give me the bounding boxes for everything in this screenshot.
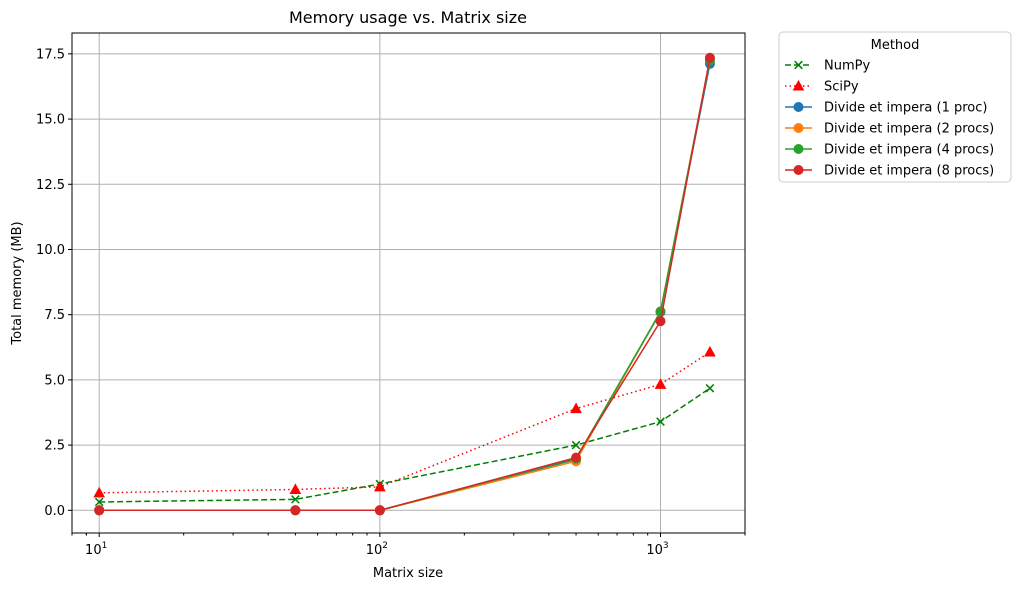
x-tick-label-exponent: 2 (382, 541, 388, 551)
y-tick-label: 5.0 (44, 373, 65, 388)
plot-frame (71, 32, 746, 534)
data-point (656, 417, 665, 426)
y-tick-label: 0.0 (44, 504, 65, 519)
legend-entry: Divide et impera (1 proc) (785, 101, 987, 116)
series-line (99, 57, 711, 512)
legend-marker (794, 60, 803, 70)
data-point (374, 505, 385, 516)
grid-lines (72, 33, 745, 533)
legend-entry: NumPy (785, 59, 870, 74)
x-axis-label: Matrix size (373, 566, 443, 581)
data-point (93, 486, 106, 498)
series-scipy (93, 345, 716, 498)
data-point (289, 483, 302, 494)
legend-marker (793, 123, 804, 133)
x-tick-label-base: 10 (85, 543, 102, 558)
legend-title: Method (871, 38, 920, 53)
series-divide-et-impera-8-procs (94, 52, 715, 516)
legend-entry: Divide et impera (4 procs) (785, 143, 994, 158)
y-tick-label: 10.0 (36, 243, 65, 258)
data-point (705, 383, 715, 393)
series-line (99, 387, 711, 503)
x-tick-label-base: 10 (646, 543, 663, 558)
data-point (290, 505, 301, 516)
legend-label: NumPy (824, 59, 870, 74)
legend-entry: Divide et impera (2 procs) (785, 122, 994, 137)
legend-label: Divide et impera (4 procs) (824, 143, 994, 158)
data-point (704, 52, 715, 63)
y-tick-label: 2.5 (44, 439, 65, 454)
chart-title: Memory usage vs. Matrix size (289, 8, 527, 27)
x-tick-label-exponent: 3 (663, 541, 669, 551)
data-point (291, 495, 300, 504)
y-tick-label: 12.5 (36, 178, 65, 193)
data-point (654, 378, 667, 389)
legend-box (778, 31, 1012, 183)
data-point (570, 402, 582, 414)
data-point (374, 480, 386, 492)
x-tick-label: 103 (646, 541, 668, 558)
data-point (94, 497, 104, 507)
y-tick-label: 7.5 (44, 308, 65, 323)
legend-marker (793, 144, 804, 154)
data-point (704, 345, 716, 357)
data-point (655, 316, 666, 327)
x-tick-label: 101 (85, 541, 107, 558)
y-axis-label: Total memory (MB) (10, 221, 25, 345)
legend-label: Divide et impera (8 procs) (824, 164, 994, 179)
x-tick-label: 102 (366, 541, 388, 558)
series-line (99, 351, 711, 494)
legend: Method NumPy SciPy Divide et impera (1 pro… (778, 31, 1012, 183)
legend-marker (793, 165, 804, 175)
legend-entry: Divide et impera (8 procs) (785, 164, 994, 179)
data-point (571, 440, 581, 450)
x-tick-label-base: 10 (366, 543, 383, 558)
y-tick-label: 15.0 (36, 113, 65, 128)
legend-marker (792, 79, 805, 91)
data-point (94, 505, 105, 516)
legend-entry: SciPy (785, 80, 859, 95)
legend-label: Divide et impera (2 procs) (824, 122, 994, 137)
legend-marker (793, 102, 804, 112)
y-tick-label: 17.5 (36, 47, 65, 62)
series-layer (93, 52, 716, 516)
x-tick-label-exponent: 1 (102, 541, 108, 551)
legend-label: Divide et impera (1 proc) (824, 101, 987, 116)
legend-label: SciPy (824, 80, 859, 95)
data-point (571, 452, 582, 463)
